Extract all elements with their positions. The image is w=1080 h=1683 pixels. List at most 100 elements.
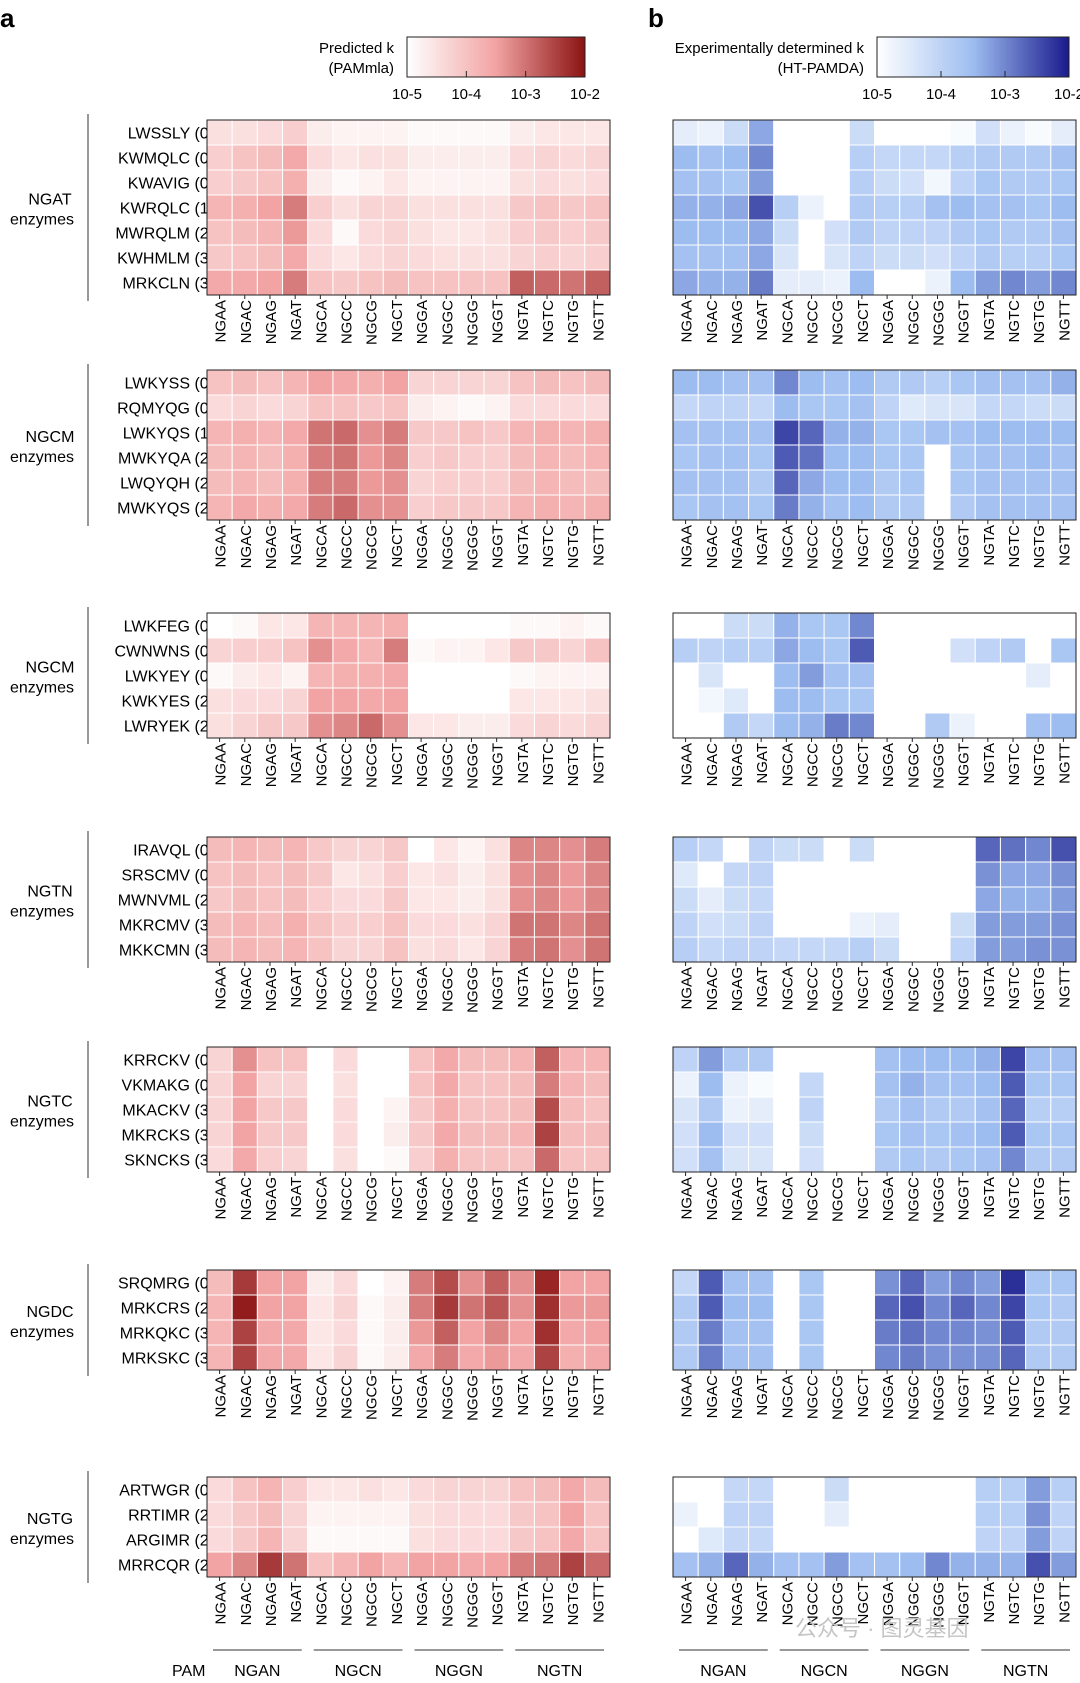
experimental-cell [798, 1501, 825, 1528]
predicted-cell [206, 244, 233, 271]
experimental-cell [773, 244, 800, 271]
experimental-cell [672, 836, 699, 863]
predicted-cell [433, 1071, 460, 1098]
predicted-cell [206, 119, 233, 146]
predicted-frame [206, 1046, 611, 1173]
predicted-cell [206, 662, 233, 689]
column-label: NGTG [1031, 1582, 1048, 1625]
predicted-cell [332, 444, 359, 471]
predicted-cell [382, 1526, 409, 1553]
predicted-cell [508, 369, 535, 396]
experimental-cell [848, 444, 875, 471]
experimental-cell [1050, 469, 1077, 496]
predicted-cell [231, 886, 258, 913]
column-label: NGTC [1006, 1582, 1023, 1625]
experimental-cell [672, 369, 699, 396]
experimental-cell [748, 1096, 775, 1123]
panel-label-b: b [648, 3, 664, 33]
predicted-cell [307, 662, 334, 689]
experimental-cell [823, 1121, 850, 1148]
predicted-cell [458, 712, 485, 739]
experimental-cell [722, 1269, 750, 1296]
panel-label-a: a [0, 3, 15, 33]
predicted-cell [584, 1071, 611, 1098]
experimental-cell [722, 1096, 750, 1123]
predicted-cell [256, 419, 284, 446]
experimental-cell [1025, 369, 1052, 396]
predicted-cell [533, 1551, 561, 1578]
row-label: KWHMLM (3) [117, 251, 214, 268]
predicted-cell [559, 1551, 586, 1578]
predicted-cell [206, 1046, 233, 1073]
predicted-cell [433, 836, 460, 863]
experimental-cell [722, 712, 750, 739]
predicted-cell [206, 861, 233, 888]
predicted-cell [433, 244, 460, 271]
experimental-cell [924, 637, 951, 664]
predicted-cell [433, 194, 460, 221]
predicted-cell [433, 1501, 460, 1528]
experimental-cell [999, 194, 1027, 221]
predicted-cell [206, 444, 233, 471]
experimental-cell [1025, 119, 1052, 146]
predicted-cell [483, 1096, 510, 1123]
column-label: NGCA [313, 967, 330, 1010]
predicted-cell [332, 1096, 359, 1123]
experimental-cell [748, 119, 775, 146]
experimental-cell [999, 687, 1027, 714]
predicted-cell [508, 1071, 535, 1098]
experimental-cell [823, 1046, 850, 1073]
predicted-cell [533, 1096, 561, 1123]
predicted-cell [282, 612, 309, 639]
predicted-cell [357, 1071, 384, 1098]
column-label: NGCG [830, 525, 847, 570]
experimental-cell [949, 444, 976, 471]
predicted-cell [559, 687, 586, 714]
predicted-cell [433, 394, 460, 421]
predicted-cell [408, 1551, 435, 1578]
experimental-cell [899, 1071, 926, 1098]
experimental-cell [798, 394, 825, 421]
predicted-cell [231, 394, 258, 421]
experimental-cell [697, 1096, 724, 1123]
experimental-cell [697, 911, 724, 938]
predicted-cell [332, 269, 359, 296]
predicted-cell [433, 419, 460, 446]
group-label: NGDC [26, 1304, 73, 1321]
predicted-cell [483, 494, 510, 521]
experimental-cell [924, 861, 951, 888]
column-label: NGAG [729, 743, 746, 787]
experimental-cell [1050, 662, 1077, 689]
predicted-cell [533, 712, 561, 739]
predicted-cell [206, 1551, 233, 1578]
panel-3: NGCM enzymes LWKFEG (0) CWNWNS (0) LWKYEY (0… [10, 607, 1077, 789]
experimental-cell [722, 494, 750, 521]
predicted-cell [458, 1046, 485, 1073]
panel-6: NGDC enzymes SRQMRG (0) MRKCRS (2) MRKQKC (3… [10, 1264, 1077, 1421]
predicted-cell [256, 269, 284, 296]
predicted-cell [433, 886, 460, 913]
experimental-cell [823, 1294, 850, 1321]
experimental-cell [823, 244, 850, 271]
predicted-cell [307, 637, 334, 664]
column-label: NGAA [679, 1375, 696, 1418]
predicted-cell [357, 1096, 384, 1123]
experimental-cell [1050, 1551, 1077, 1578]
experimental-cell [848, 1551, 875, 1578]
experimental-cell [999, 662, 1027, 689]
column-label: NGCC [339, 1582, 356, 1626]
pam-label: PAM [172, 1663, 205, 1680]
experimental-cell [722, 1071, 750, 1098]
predicted-cell [533, 936, 561, 963]
predicted-cell [231, 712, 258, 739]
predicted-cell [307, 861, 334, 888]
predicted-cell [206, 394, 233, 421]
predicted-cell [307, 1526, 334, 1553]
predicted-cell [282, 244, 309, 271]
experimental-cell [848, 369, 875, 396]
column-label: NGGA [880, 1375, 897, 1419]
predicted-heatmap: NGAA NGAC NGAG NGAT NGCA NGCC NGCG NGCT NGGA NGGC… [206, 119, 611, 346]
predicted-cell [533, 369, 561, 396]
experimental-cell [999, 1294, 1027, 1321]
